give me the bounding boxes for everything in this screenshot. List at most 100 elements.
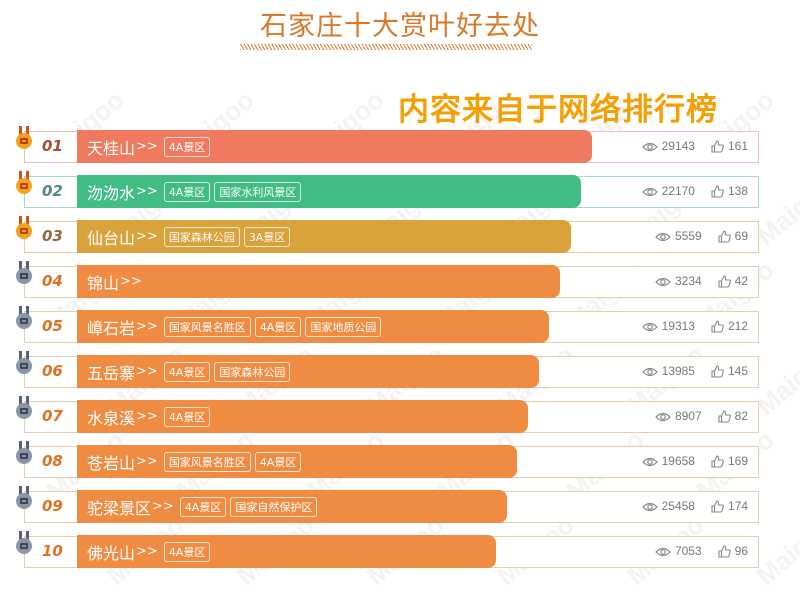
- double-chevron-icon: >>: [136, 184, 158, 199]
- row-stats: 5559 69: [655, 229, 748, 243]
- eye-icon: [641, 499, 658, 513]
- category-tag[interactable]: 4A景区: [163, 361, 211, 382]
- thumbs-up-icon[interactable]: [711, 319, 724, 333]
- place-name-link[interactable]: 锦山: [87, 273, 120, 293]
- place-name-link[interactable]: 五岳寨: [87, 363, 136, 383]
- place-name-link[interactable]: 佛光山: [87, 543, 136, 563]
- row-stats: 3234 42: [655, 274, 748, 288]
- ranking-row[interactable]: 05 嶂石岩 >> 国家风景名胜区 4A景区 国家地质公园 19313 212: [16, 306, 759, 343]
- place-name-link[interactable]: 天桂山: [87, 138, 136, 158]
- like-count: 161: [727, 139, 748, 154]
- rank-number: 08: [42, 452, 63, 470]
- gold-medal-icon: [15, 216, 33, 242]
- place-name-link[interactable]: 苍岩山: [87, 453, 136, 473]
- title-underline: [240, 44, 532, 50]
- eye-icon: [641, 184, 658, 198]
- silver-medal-icon: [15, 441, 33, 467]
- view-count: 29143: [661, 139, 695, 154]
- ranking-row[interactable]: 06 五岳寨 >> 4A景区 国家森林公园 13985 145: [16, 351, 759, 388]
- thumbs-up-icon[interactable]: [718, 274, 731, 288]
- category-tag[interactable]: 4A景区: [163, 136, 211, 157]
- view-count: 25458: [661, 499, 695, 514]
- silver-medal-icon: [15, 261, 33, 287]
- rank-number: 07: [42, 407, 63, 425]
- category-tag[interactable]: 国家地质公园: [305, 316, 382, 337]
- ranking-row[interactable]: 01 天桂山 >> 4A景区 29143 161: [16, 126, 759, 163]
- category-tag[interactable]: 国家自然保护区: [230, 496, 318, 517]
- ranking-row[interactable]: 08 苍岩山 >> 国家风景名胜区 4A景区 19658 169: [16, 441, 759, 478]
- double-chevron-icon: >>: [136, 409, 158, 424]
- row-stats: 25458 174: [641, 499, 748, 514]
- row-stats: 8907 82: [655, 409, 748, 423]
- silver-medal-icon: [15, 351, 33, 377]
- category-tag[interactable]: 4A景区: [163, 541, 211, 562]
- view-count: 3234: [674, 274, 702, 289]
- place-name-link[interactable]: 嶂石岩: [87, 318, 136, 338]
- score-bar: 锦山 >>: [77, 265, 560, 298]
- rank-number: 01: [42, 137, 63, 155]
- place-name-link[interactable]: 驼梁景区: [87, 498, 152, 518]
- like-count: 212: [727, 319, 748, 334]
- thumbs-up-icon[interactable]: [711, 499, 724, 513]
- eye-icon: [655, 409, 671, 423]
- category-tag[interactable]: 3A景区: [243, 226, 291, 247]
- category-tag[interactable]: 4A景区: [254, 316, 302, 337]
- eye-icon: [641, 454, 658, 468]
- category-tag[interactable]: 4A景区: [163, 181, 211, 202]
- place-name-link[interactable]: 仙台山: [87, 228, 136, 248]
- double-chevron-icon: >>: [136, 364, 158, 379]
- category-tag[interactable]: 4A景区: [163, 406, 211, 427]
- rank-number: 10: [42, 542, 63, 560]
- double-chevron-icon: >>: [136, 454, 158, 469]
- thumbs-up-icon[interactable]: [711, 454, 724, 468]
- score-bar: 沕沕水 >> 4A景区 国家水利风景区: [77, 175, 581, 208]
- score-bar: 水泉溪 >> 4A景区: [77, 400, 528, 433]
- thumbs-up-icon[interactable]: [718, 544, 731, 558]
- ranking-row[interactable]: 07 水泉溪 >> 4A景区 8907 82: [16, 396, 759, 433]
- place-name-link[interactable]: 沕沕水: [87, 183, 136, 203]
- thumbs-up-icon[interactable]: [711, 364, 724, 378]
- category-tag[interactable]: 国家风景名胜区: [163, 451, 251, 472]
- double-chevron-icon: >>: [152, 499, 174, 514]
- source-label: 内容来自于网络排行榜: [398, 92, 718, 128]
- thumbs-up-icon[interactable]: [718, 229, 731, 243]
- score-bar: 天桂山 >> 4A景区: [77, 130, 592, 163]
- category-tag[interactable]: 国家水利风景区: [214, 181, 302, 202]
- like-count: 96: [734, 544, 748, 559]
- category-tag[interactable]: 国家森林公园: [214, 361, 291, 382]
- silver-medal-icon: [15, 396, 33, 422]
- category-tag[interactable]: 国家风景名胜区: [163, 316, 251, 337]
- ranking-row[interactable]: 03 仙台山 >> 国家森林公园 3A景区 5559 69: [16, 216, 759, 253]
- eye-icon: [655, 544, 671, 558]
- eye-icon: [655, 274, 671, 288]
- score-bar: 驼梁景区 >> 4A景区 国家自然保护区: [77, 490, 507, 523]
- like-count: 169: [727, 454, 748, 469]
- ranking-row[interactable]: 10 佛光山 >> 4A景区 7053 96: [16, 531, 759, 568]
- thumbs-up-icon[interactable]: [711, 184, 724, 198]
- like-count: 174: [727, 499, 748, 514]
- category-tag[interactable]: 4A景区: [254, 451, 302, 472]
- row-stats: 7053 96: [655, 544, 748, 558]
- score-bar: 苍岩山 >> 国家风景名胜区 4A景区: [77, 445, 517, 478]
- like-count: 69: [734, 229, 748, 244]
- ranking-row[interactable]: 09 驼梁景区 >> 4A景区 国家自然保护区 25458 174: [16, 486, 759, 523]
- thumbs-up-icon[interactable]: [711, 139, 724, 153]
- view-count: 19658: [661, 454, 695, 469]
- category-tag[interactable]: 4A景区: [179, 496, 227, 517]
- place-name-link[interactable]: 水泉溪: [87, 408, 136, 428]
- eye-icon: [641, 139, 658, 153]
- view-count: 8907: [674, 409, 702, 424]
- thumbs-up-icon[interactable]: [718, 409, 731, 423]
- row-stats: 22170 138: [641, 184, 748, 198]
- rank-number: 05: [42, 317, 63, 335]
- category-tag[interactable]: 国家森林公园: [163, 226, 240, 247]
- ranking-row[interactable]: 02 沕沕水 >> 4A景区 国家水利风景区 22170 138: [16, 171, 759, 208]
- ranking-row[interactable]: 04 锦山 >> 3234 42: [16, 261, 759, 298]
- score-bar: 仙台山 >> 国家森林公园 3A景区: [77, 220, 571, 253]
- like-count: 145: [727, 364, 748, 379]
- rank-number: 02: [42, 182, 63, 200]
- rank-number: 09: [42, 497, 63, 515]
- row-stats: 19658 169: [641, 454, 748, 469]
- rank-number: 06: [42, 362, 63, 380]
- double-chevron-icon: >>: [136, 319, 158, 334]
